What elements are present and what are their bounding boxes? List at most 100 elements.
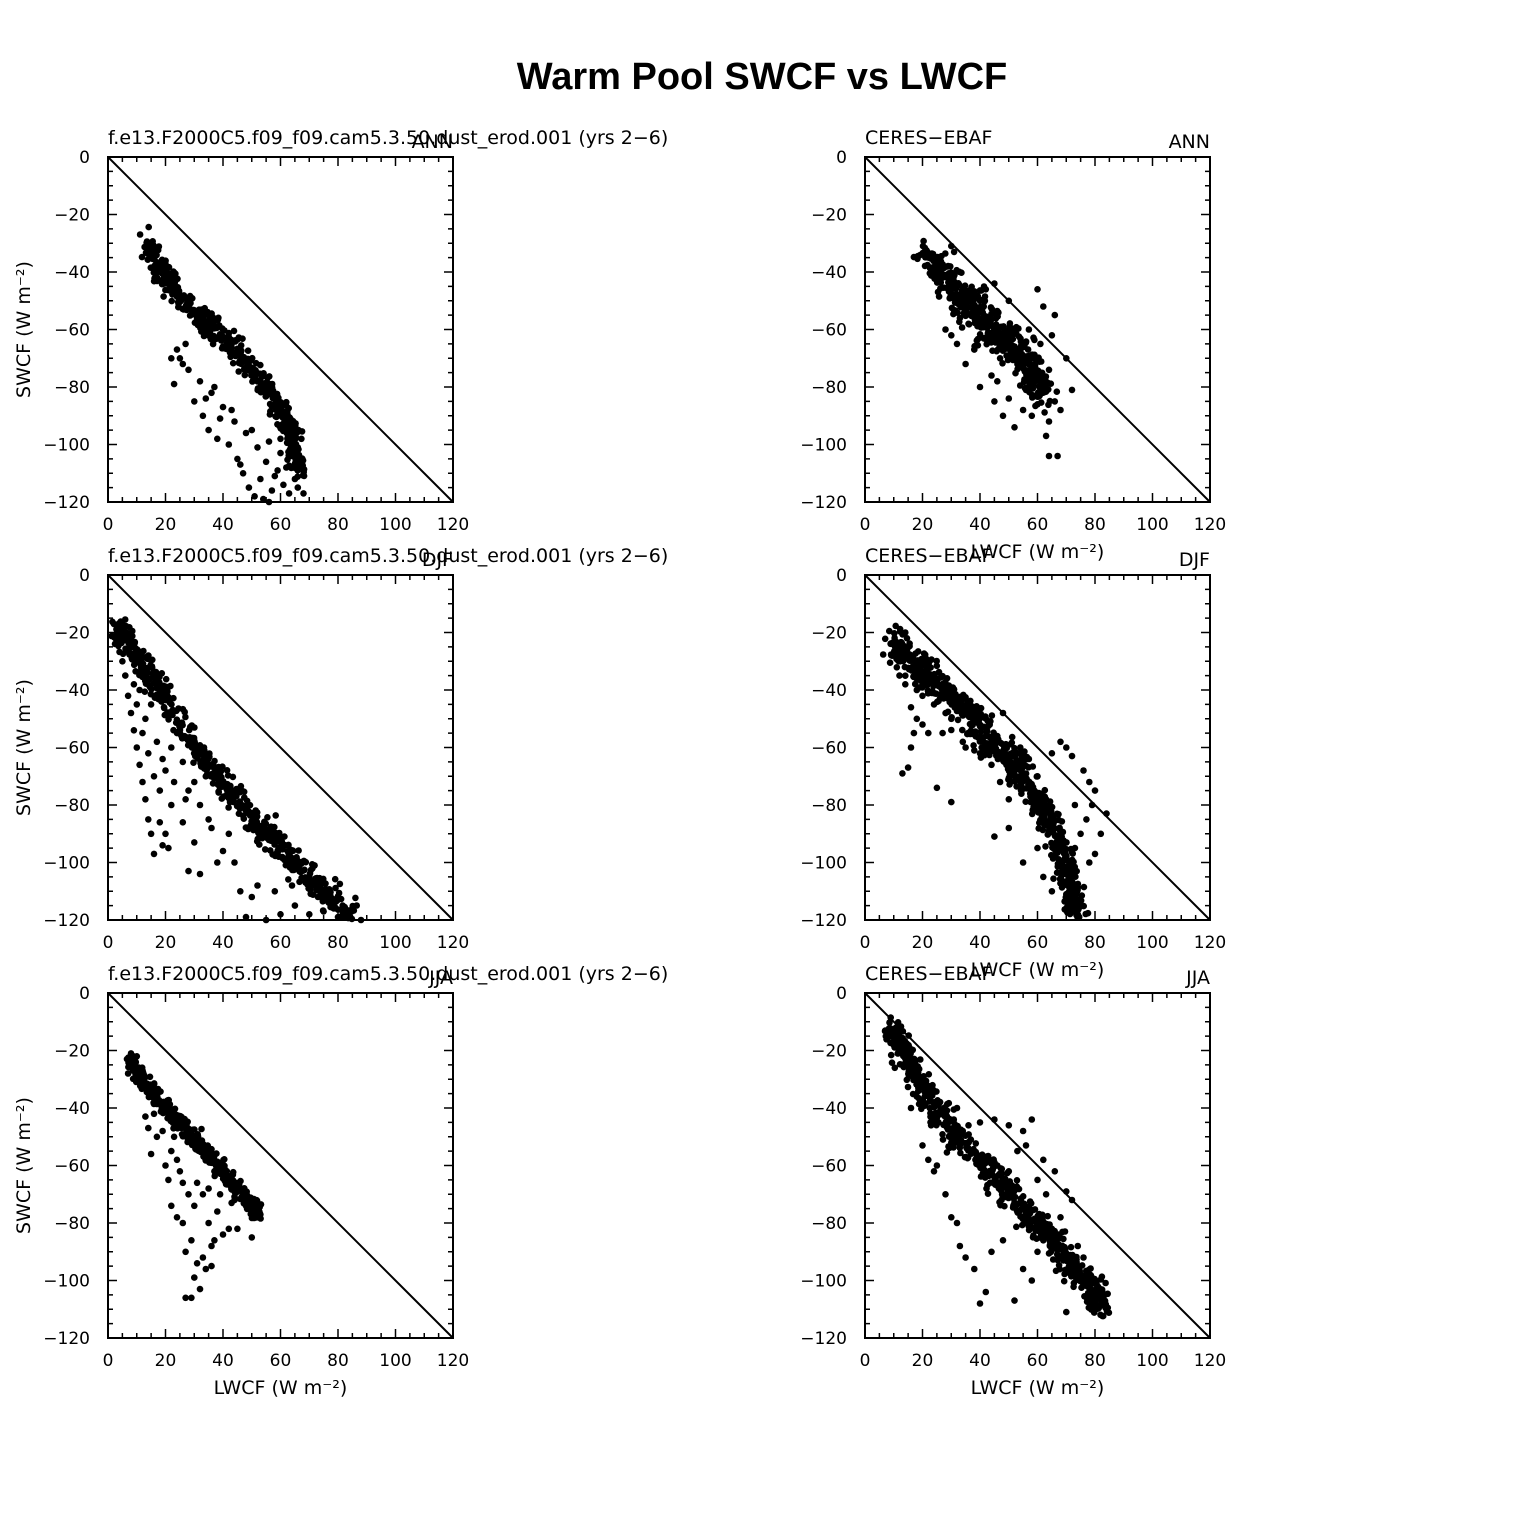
data-point xyxy=(285,876,292,883)
data-point xyxy=(918,1105,925,1113)
data-point xyxy=(335,889,343,897)
y-tick-label: 0 xyxy=(836,148,847,168)
data-point xyxy=(169,711,176,719)
data-point xyxy=(1028,1116,1036,1123)
data-point xyxy=(1019,406,1027,414)
data-point xyxy=(1072,891,1080,899)
data-point xyxy=(1042,796,1050,803)
data-point xyxy=(190,742,198,750)
data-point xyxy=(150,850,158,858)
data-point xyxy=(996,344,1003,351)
data-point xyxy=(142,796,149,803)
data-point xyxy=(1028,365,1035,372)
data-point xyxy=(948,332,955,339)
data-point xyxy=(957,693,965,700)
data-point xyxy=(1031,787,1038,794)
data-point xyxy=(322,880,329,887)
data-point xyxy=(236,805,244,812)
data-point xyxy=(965,1122,972,1129)
data-point xyxy=(948,715,955,723)
data-point xyxy=(191,398,198,405)
data-point xyxy=(182,1294,189,1302)
data-point xyxy=(179,360,187,368)
data-point xyxy=(278,853,286,861)
data-point xyxy=(1028,1224,1036,1231)
data-point xyxy=(988,1248,995,1256)
x-tick-label: 100 xyxy=(1136,933,1168,953)
data-point xyxy=(974,1156,981,1164)
panel-season-label: ANN xyxy=(1169,131,1210,153)
data-point xyxy=(124,692,132,700)
data-point xyxy=(307,880,314,887)
panel-season-label: JJA xyxy=(1185,967,1210,989)
data-point xyxy=(265,438,273,445)
data-point xyxy=(275,844,283,851)
data-point xyxy=(145,1124,152,1132)
data-point xyxy=(1030,334,1037,342)
data-point xyxy=(329,895,337,903)
data-point xyxy=(942,709,949,717)
data-point xyxy=(958,710,966,718)
data-point xyxy=(1011,1297,1018,1304)
data-point xyxy=(930,1168,938,1175)
data-point xyxy=(205,1185,212,1192)
data-point xyxy=(1005,341,1013,348)
data-point xyxy=(1052,1267,1060,1275)
data-point xyxy=(260,822,268,830)
data-point xyxy=(929,1081,936,1089)
data-point xyxy=(336,880,344,888)
data-point xyxy=(1042,1224,1050,1232)
data-point xyxy=(1044,1212,1051,1220)
data-point xyxy=(153,251,160,259)
data-point xyxy=(1068,1196,1076,1204)
data-point xyxy=(205,1219,212,1227)
data-point xyxy=(939,1107,946,1115)
data-point xyxy=(337,895,345,903)
data-point xyxy=(243,363,250,371)
data-point xyxy=(926,1098,933,1105)
data-point xyxy=(113,636,120,643)
data-point xyxy=(206,313,213,321)
data-point xyxy=(243,797,251,805)
data-point xyxy=(153,268,161,276)
data-point xyxy=(286,849,293,857)
y-tick-label: −20 xyxy=(811,1042,847,1062)
data-point xyxy=(950,284,958,292)
data-point xyxy=(285,438,293,445)
data-point xyxy=(193,1179,201,1187)
data-point xyxy=(252,367,259,374)
panel-left-title: f.e13.F2000C5.f09_f09.cam5.3.50.dust_ero… xyxy=(108,963,668,985)
data-point xyxy=(178,1131,186,1138)
data-point xyxy=(1025,375,1033,382)
data-point xyxy=(254,882,261,889)
data-point xyxy=(903,635,911,642)
x-tick-label: 80 xyxy=(327,933,349,953)
y-tick-label: −60 xyxy=(811,1157,847,1177)
data-point xyxy=(185,726,193,734)
data-point xyxy=(199,412,207,420)
data-point xyxy=(1083,1274,1091,1282)
data-point xyxy=(924,254,931,261)
data-point xyxy=(999,1237,1007,1244)
data-point xyxy=(137,663,145,671)
data-point xyxy=(1053,388,1061,396)
x-tick-label: 100 xyxy=(1136,1351,1168,1371)
data-point xyxy=(130,727,138,734)
data-point xyxy=(225,441,233,448)
reference-line xyxy=(864,574,1211,921)
y-tick-label: −20 xyxy=(54,1042,90,1062)
data-point xyxy=(168,744,175,751)
data-point xyxy=(1034,1176,1041,1184)
data-point xyxy=(184,741,192,749)
data-point xyxy=(1025,326,1033,333)
data-point xyxy=(234,336,241,343)
data-point xyxy=(124,1070,132,1077)
data-point xyxy=(185,366,192,374)
y-tick-label: −20 xyxy=(811,624,847,644)
data-point xyxy=(239,470,247,477)
data-point xyxy=(231,418,238,425)
data-point xyxy=(1042,843,1049,850)
y-tick-label: −100 xyxy=(800,436,847,456)
data-point xyxy=(1005,1168,1013,1175)
data-point xyxy=(182,1248,189,1256)
